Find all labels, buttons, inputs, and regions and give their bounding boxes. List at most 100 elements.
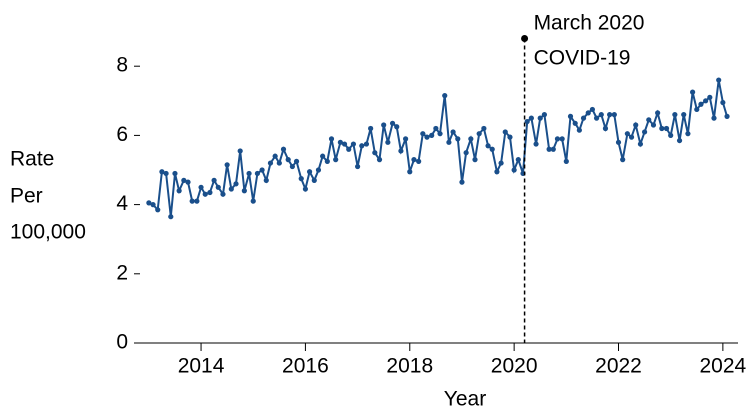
point bbox=[363, 141, 370, 147]
point bbox=[694, 106, 700, 113]
point bbox=[315, 167, 322, 173]
point bbox=[403, 136, 409, 142]
point bbox=[563, 158, 569, 164]
point bbox=[620, 157, 626, 163]
point bbox=[172, 170, 178, 177]
point bbox=[554, 136, 561, 142]
y-axis-label: Rate bbox=[10, 148, 54, 171]
x-tick-label: 2022 bbox=[595, 355, 642, 378]
x-tick-label: 2018 bbox=[386, 355, 433, 378]
point bbox=[407, 169, 413, 175]
point bbox=[250, 198, 256, 204]
y-tick-label: 0 bbox=[116, 331, 128, 354]
point bbox=[685, 131, 691, 137]
point bbox=[276, 160, 282, 166]
point bbox=[202, 191, 208, 197]
point bbox=[389, 120, 396, 126]
point bbox=[502, 129, 508, 135]
point bbox=[337, 139, 343, 145]
point bbox=[354, 163, 361, 170]
point bbox=[333, 157, 339, 163]
point bbox=[624, 131, 630, 137]
point bbox=[724, 113, 730, 119]
point bbox=[472, 157, 478, 163]
point bbox=[267, 160, 274, 166]
point bbox=[298, 176, 304, 182]
point bbox=[498, 160, 504, 166]
point bbox=[489, 146, 495, 152]
point bbox=[185, 179, 191, 185]
point bbox=[246, 170, 252, 177]
point bbox=[659, 125, 665, 132]
point bbox=[507, 134, 513, 140]
point bbox=[711, 115, 717, 121]
point bbox=[233, 181, 239, 187]
point bbox=[463, 150, 469, 156]
point bbox=[420, 131, 426, 137]
point bbox=[650, 122, 657, 128]
point bbox=[385, 139, 391, 145]
point bbox=[198, 184, 204, 190]
point bbox=[481, 125, 487, 132]
point bbox=[350, 141, 357, 147]
point bbox=[720, 99, 726, 106]
point bbox=[207, 189, 213, 196]
point bbox=[228, 186, 234, 192]
point bbox=[411, 157, 417, 163]
point bbox=[442, 93, 448, 99]
x-tick-label: 2016 bbox=[282, 355, 329, 378]
point bbox=[663, 125, 670, 132]
point bbox=[567, 113, 574, 119]
point bbox=[672, 112, 678, 118]
point bbox=[376, 157, 383, 163]
point bbox=[437, 131, 443, 137]
point bbox=[716, 77, 722, 83]
point bbox=[176, 188, 182, 194]
point bbox=[398, 148, 404, 154]
point bbox=[528, 115, 534, 121]
y-axis-label: 100,000 bbox=[10, 221, 86, 244]
y-tick-label: 8 bbox=[116, 54, 128, 77]
point bbox=[559, 136, 565, 142]
point bbox=[446, 139, 452, 145]
point bbox=[150, 202, 156, 208]
point bbox=[533, 141, 539, 147]
point bbox=[359, 143, 365, 149]
point bbox=[163, 170, 169, 177]
point bbox=[341, 141, 348, 147]
point bbox=[146, 200, 152, 206]
y-tick-label: 2 bbox=[116, 261, 128, 284]
point bbox=[285, 157, 291, 163]
point bbox=[572, 120, 578, 126]
point bbox=[280, 146, 287, 152]
point bbox=[537, 115, 543, 121]
point bbox=[293, 158, 300, 164]
point bbox=[424, 134, 430, 140]
point bbox=[598, 112, 604, 118]
point bbox=[468, 136, 474, 142]
point bbox=[611, 112, 617, 118]
point bbox=[381, 122, 387, 128]
point bbox=[181, 177, 187, 183]
point bbox=[159, 169, 165, 175]
point bbox=[541, 112, 548, 118]
point bbox=[515, 157, 521, 163]
annotation-text: COVID-19 bbox=[534, 47, 631, 70]
point bbox=[511, 167, 517, 173]
point bbox=[189, 198, 195, 204]
point bbox=[320, 153, 326, 159]
point bbox=[602, 125, 609, 132]
y-tick-label: 6 bbox=[116, 123, 128, 146]
point bbox=[485, 143, 491, 149]
point bbox=[550, 146, 556, 152]
point bbox=[168, 214, 174, 220]
point bbox=[681, 112, 687, 118]
x-tick-label: 2024 bbox=[700, 355, 747, 378]
point bbox=[259, 167, 265, 173]
point bbox=[607, 112, 613, 118]
point bbox=[690, 89, 696, 95]
point bbox=[215, 184, 221, 190]
point bbox=[306, 169, 313, 175]
y-tick-label: 4 bbox=[116, 192, 128, 215]
point bbox=[394, 124, 400, 130]
